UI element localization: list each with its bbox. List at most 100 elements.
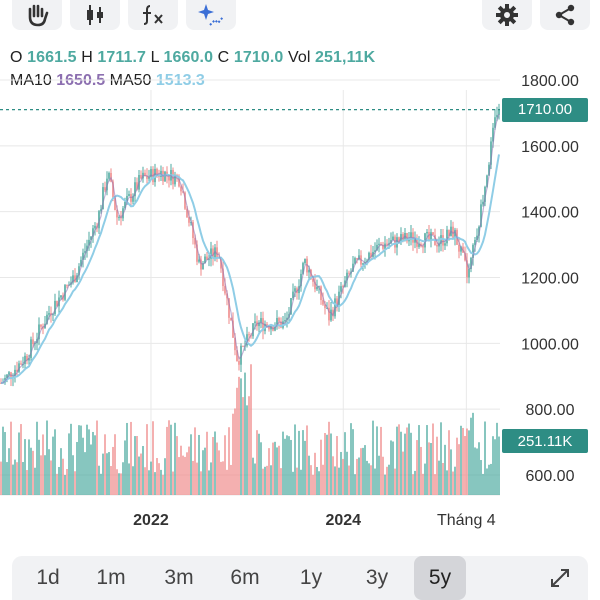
- candle-body: [108, 172, 110, 179]
- function-icon: [143, 5, 163, 25]
- range-3m-button[interactable]: 3m: [164, 566, 194, 589]
- candle-body: [376, 244, 378, 251]
- candle-body: [402, 234, 404, 241]
- candle-body: [80, 259, 82, 267]
- volume-bar: [234, 408, 236, 495]
- candle-body: [342, 286, 344, 288]
- candlestick-icon: [87, 5, 103, 25]
- candle-body: [174, 174, 176, 185]
- indicator-tool-button[interactable]: [128, 0, 178, 30]
- range-1y-button[interactable]: 1y: [299, 566, 323, 589]
- volume-bar: [28, 439, 30, 495]
- volume-bar: [228, 427, 230, 495]
- range-3y-button[interactable]: 3y: [365, 566, 389, 589]
- volume-bar: [114, 434, 116, 495]
- volume-bar: [252, 457, 254, 495]
- volume-bar: [40, 455, 42, 495]
- candle-body: [166, 171, 168, 176]
- candle-body: [472, 244, 474, 258]
- candle-body: [134, 182, 136, 197]
- volume-bar: [226, 469, 228, 495]
- candle-body: [24, 355, 26, 365]
- candle-body: [76, 275, 78, 283]
- volume-bar: [362, 447, 364, 495]
- candle-body: [230, 317, 232, 321]
- volume-bar: [456, 437, 458, 495]
- volume-bar: [462, 427, 464, 495]
- range-5y-button[interactable]: 5y: [414, 556, 466, 600]
- volume-bar: [496, 422, 498, 495]
- volume-bar: [352, 429, 354, 495]
- candle-body: [258, 322, 260, 327]
- volume-label: Vol: [287, 49, 311, 66]
- volume-bar: [142, 446, 144, 495]
- volume-bar: [494, 439, 496, 495]
- volume-bar: [76, 441, 78, 495]
- share-button[interactable]: [540, 0, 590, 30]
- candle-body: [458, 244, 460, 252]
- volume-bar: [282, 431, 284, 495]
- candle-body: [292, 291, 294, 299]
- range-1m-button[interactable]: 1m: [96, 566, 126, 589]
- hand-tool-button[interactable]: [12, 0, 62, 30]
- volume-bar: [420, 446, 422, 495]
- volume-bar: [154, 472, 156, 495]
- candle-body: [312, 278, 314, 282]
- volume-bar: [132, 466, 134, 495]
- volume-bar: [342, 458, 344, 495]
- volume-bar: [194, 427, 196, 495]
- y-tick-label: 600.00: [526, 468, 575, 485]
- volume-bar: [286, 435, 288, 495]
- candle-body: [426, 231, 428, 234]
- candle-body: [260, 318, 262, 323]
- candle-body: [324, 304, 326, 308]
- candle-body: [316, 286, 318, 290]
- volume-bar: [92, 431, 94, 495]
- volume-bar: [216, 442, 218, 495]
- volume-bar: [314, 452, 316, 495]
- candle-body: [196, 244, 198, 262]
- volume-bar: [320, 439, 322, 495]
- volume-bar: [74, 471, 76, 495]
- volume-bars: [0, 364, 500, 495]
- close-label: C: [217, 49, 230, 66]
- volume-bar: [408, 423, 410, 495]
- price-chart[interactable]: 1800.00 1600.00 1400.00 1200.00 1000.00 800.0…: [0, 0, 600, 540]
- candle-body: [248, 334, 250, 336]
- settings-button[interactable]: [482, 0, 532, 30]
- volume-bar: [30, 447, 32, 495]
- volume-bar: [492, 436, 494, 495]
- volume-bar: [156, 458, 158, 495]
- candle-body: [26, 355, 28, 361]
- volume-bar: [124, 440, 126, 495]
- volume-bar: [406, 427, 408, 495]
- range-1d-button[interactable]: 1d: [36, 566, 60, 589]
- volume-bar: [112, 446, 114, 495]
- volume-bar: [478, 442, 480, 495]
- volume-bar: [440, 422, 442, 495]
- candle-body: [336, 298, 338, 307]
- range-6m-button[interactable]: 6m: [230, 566, 260, 589]
- volume-bar: [150, 461, 152, 495]
- volume-bar: [80, 425, 82, 495]
- volume-bar: [322, 464, 324, 495]
- high-label: H: [81, 49, 93, 66]
- volume-bar: [146, 424, 148, 495]
- volume-bar: [410, 432, 412, 495]
- volume-bar: [354, 474, 356, 495]
- volume-bar: [186, 452, 188, 495]
- candle-body: [228, 298, 230, 318]
- close-value: 1710.0: [233, 49, 284, 66]
- fullscreen-button[interactable]: [540, 556, 580, 600]
- candlestick-tool-button[interactable]: [70, 0, 120, 30]
- volume-bar: [468, 430, 470, 495]
- drawing-tool-button[interactable]: [186, 0, 236, 30]
- volume-bar: [88, 429, 90, 495]
- candle-body: [224, 286, 226, 294]
- volume-bar: [312, 474, 314, 495]
- candle-body: [346, 272, 348, 281]
- volume-bar: [458, 444, 460, 495]
- candle-body: [104, 187, 106, 191]
- volume-bar: [260, 442, 262, 495]
- volume-bar: [294, 424, 296, 495]
